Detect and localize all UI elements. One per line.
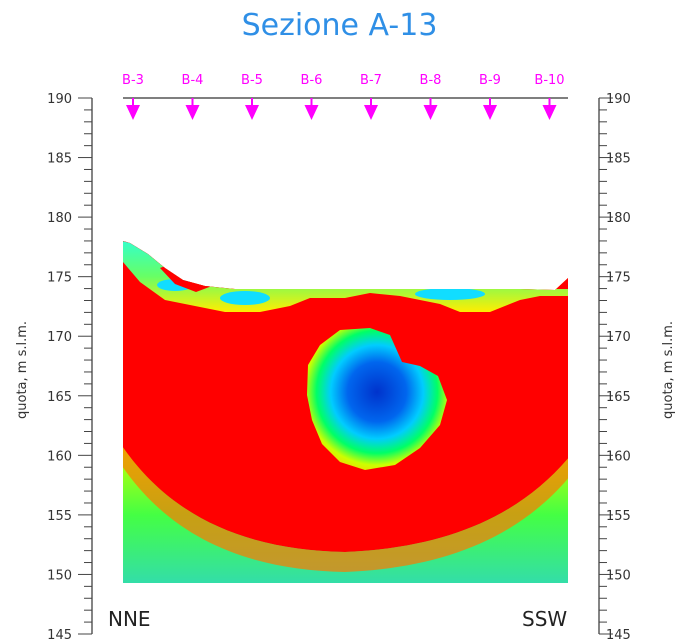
right-tick-label: 150 (606, 568, 631, 583)
left-tick-label: 185 (47, 152, 72, 167)
right-tick-label: 185 (606, 152, 631, 167)
borehole-label: B-9 (479, 73, 501, 88)
section-title: Sezione A-13 (241, 8, 438, 43)
boreholes: B-3 B-4 B-5 B-6 B-7 B-8 B-9 B-10 (122, 73, 565, 120)
right-axis-title: quota, m s.l.m. (661, 321, 676, 419)
cyan-lens-2 (415, 288, 485, 300)
right-tick-label: 165 (606, 390, 631, 405)
borehole-marker (423, 105, 438, 120)
left-tick-label: 190 (47, 92, 72, 107)
left-tick-labels: 190 185 180 175 170 165 160 155 150 145 (47, 92, 72, 642)
borehole-marker (245, 105, 259, 120)
borehole-b-7: B-7 (360, 73, 382, 120)
borehole-b-10: B-10 (534, 73, 565, 120)
left-tick-label: 160 (47, 449, 72, 464)
left-tick-label: 175 (47, 271, 72, 286)
right-tick-label: 160 (606, 449, 631, 464)
left-axis-title: quota, m s.l.m. (15, 321, 30, 419)
left-axis (78, 97, 93, 635)
right-axis (598, 97, 613, 635)
borehole-marker (364, 105, 378, 120)
borehole-label: B-8 (420, 73, 442, 88)
low-resistivity-anomaly (307, 328, 447, 470)
cyan-lens-1 (220, 291, 270, 305)
right-tick-label: 145 (606, 628, 631, 642)
borehole-label: B-5 (241, 73, 263, 88)
borehole-marker (304, 105, 319, 120)
left-tick-label: 150 (47, 568, 72, 583)
left-tick-label: 145 (47, 628, 72, 642)
left-tick-label: 180 (47, 211, 72, 226)
borehole-label: B-10 (534, 73, 564, 88)
borehole-b-9: B-9 (479, 73, 501, 120)
borehole-marker (483, 105, 497, 120)
borehole-marker (185, 105, 200, 120)
transition-band (123, 440, 568, 572)
resistivity-section (123, 241, 568, 583)
left-tick-label: 170 (47, 330, 72, 345)
left-tick-label: 165 (47, 390, 72, 405)
right-tick-label: 190 (606, 92, 631, 107)
borehole-label: B-3 (122, 73, 144, 88)
borehole-b-3: B-3 (122, 73, 144, 120)
borehole-b-4: B-4 (182, 73, 204, 120)
borehole-b-5: B-5 (241, 73, 263, 120)
ssw-label: SSW (522, 607, 567, 631)
borehole-label: B-7 (360, 73, 382, 88)
borehole-label: B-6 (301, 73, 323, 88)
left-tick-label: 155 (47, 509, 72, 524)
right-tick-labels: 190 185 180 175 170 165 160 155 150 145 (606, 92, 631, 642)
borehole-marker (542, 105, 557, 120)
right-tick-label: 170 (606, 330, 631, 345)
borehole-b-8: B-8 (420, 73, 442, 120)
nne-label: NNE (108, 607, 151, 631)
right-tick-label: 155 (606, 509, 631, 524)
right-tick-label: 180 (606, 211, 631, 226)
right-tick-label: 175 (606, 271, 631, 286)
borehole-b-6: B-6 (301, 73, 323, 120)
borehole-label: B-4 (182, 73, 204, 88)
borehole-marker (126, 105, 140, 120)
